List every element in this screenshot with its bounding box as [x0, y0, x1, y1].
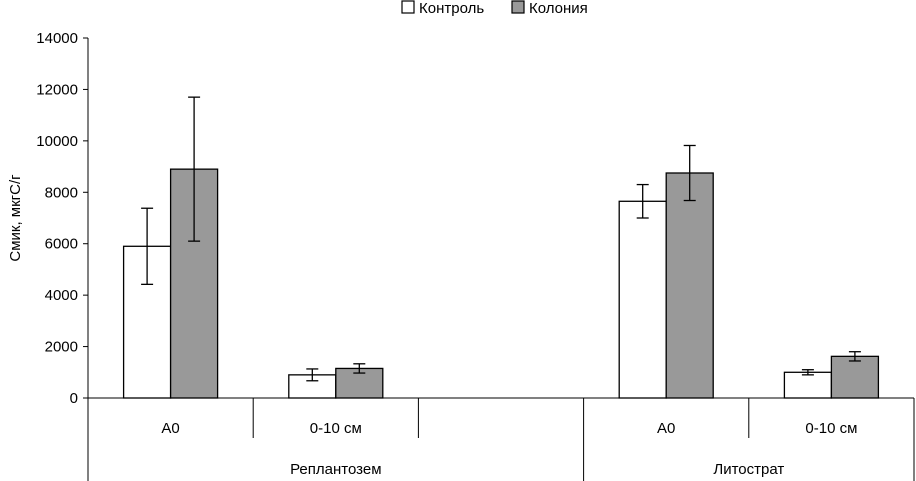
y-tick-label: 4000 [45, 287, 78, 304]
y-tick-label: 14000 [36, 30, 78, 47]
legend-label: Колония [529, 0, 588, 17]
x-tick-label: A0 [657, 420, 675, 437]
x-tick-label: 0-10 см [805, 420, 857, 437]
x-axis: A0 0-10 см A0 0-10 см Реплантозем Литострат [87, 397, 915, 481]
x-group-label: Реплантозем [290, 461, 381, 478]
y-tick-label: 12000 [36, 81, 78, 98]
legend-swatch [511, 0, 525, 14]
y-tick-label: 10000 [36, 133, 78, 150]
y-tick-label: 2000 [45, 339, 78, 356]
bar [783, 371, 833, 399]
legend-swatch [401, 0, 415, 14]
y-tick-label: 8000 [45, 184, 78, 201]
x-tick-label: 0-10 см [310, 420, 362, 437]
bar [830, 355, 880, 399]
y-axis-label: Смик, мкгС/г [7, 174, 24, 262]
legend: Контроль Колония [401, 0, 588, 17]
y-axis: 0 2000 4000 6000 8000 10000 12000 14000 [36, 30, 89, 407]
legend-label: Контроль [419, 0, 484, 17]
bar [618, 200, 667, 399]
x-tick-label: A0 [161, 420, 179, 437]
bars [122, 168, 880, 399]
error-bars [141, 96, 861, 382]
y-tick-label: 0 [70, 390, 78, 407]
y-tick-label: 6000 [45, 236, 78, 253]
x-group-label: Литострат [713, 461, 784, 478]
bar [665, 172, 714, 399]
